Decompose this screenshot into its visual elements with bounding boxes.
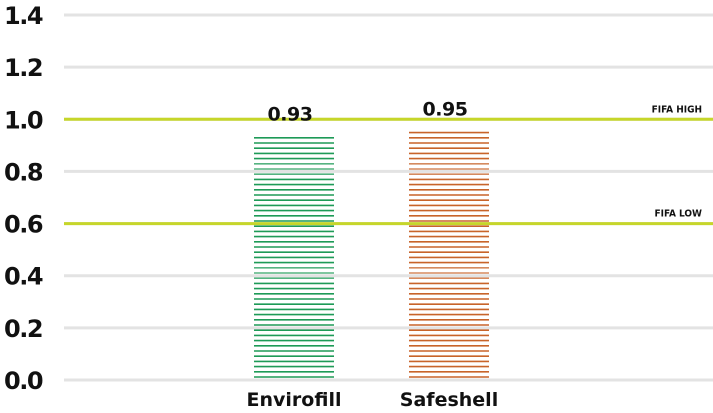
bar-safeshell [409,131,489,378]
reference-lines: FIFA HIGH FIFA LOW [64,104,713,226]
y-tick-label: 1.4 [4,2,43,30]
reference-line-label: FIFA HIGH [652,104,702,115]
reference-line-label: FIFA LOW [654,209,702,220]
y-tick-label: 0.4 [4,263,43,291]
gridlines [64,13,713,382]
bar-envirofill [254,137,334,378]
y-tick-label: 0.6 [4,211,43,239]
y-tick-label: 1.2 [4,54,42,82]
x-axis-category-labels: Envirofill Safeshell [247,389,499,411]
y-tick-label: 0.8 [4,158,43,186]
bar-value-label: 0.93 [268,104,313,126]
x-category-label: Safeshell [400,389,498,411]
x-category-label: Envirofill [247,389,342,411]
bars [254,131,489,378]
bar-value-label: 0.95 [423,98,468,120]
y-tick-label: 0.0 [4,367,43,395]
y-tick-label: 1.0 [4,106,43,134]
y-axis-tick-labels: 0.0 0.2 0.4 0.6 0.8 1.0 1.2 1.4 [4,2,44,395]
y-tick-label: 0.2 [4,315,42,343]
bar-value-labels: 0.93 0.95 [268,98,468,125]
